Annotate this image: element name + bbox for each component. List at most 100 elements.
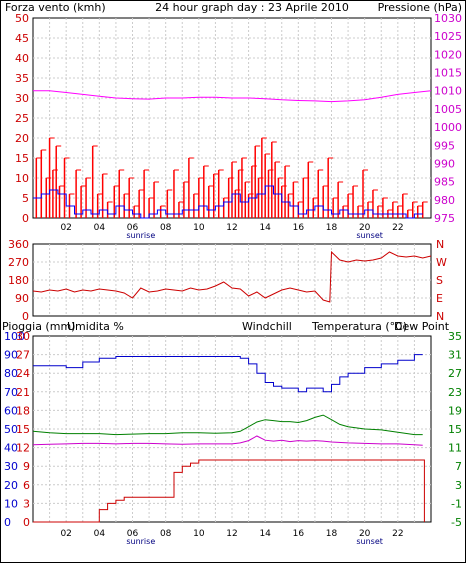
p3-temp-tick: 15	[448, 423, 462, 436]
rain-humidity-temp-panel: 0102030405060708090100036912151821242730…	[4, 330, 462, 546]
p1-right-tick: 980	[434, 194, 455, 207]
p3-humidity-tick: 30	[4, 460, 18, 473]
p3-temp-tick: 23	[448, 386, 462, 399]
p1-left-tick: 15	[15, 152, 29, 165]
p3-x-tick: 02	[60, 529, 71, 539]
rain-line	[33, 459, 425, 523]
p1-x-tick: 10	[193, 223, 205, 233]
p2-left-tick: 90	[15, 292, 29, 305]
p3-x-tick: 20	[359, 529, 371, 539]
p1-x-tick: 04	[94, 223, 106, 233]
p2-left-tick: 0	[22, 310, 29, 323]
p3-temp-tick: 35	[448, 330, 462, 343]
dewpoint-label: Dew Point	[394, 320, 450, 333]
p3-x-tick: 08	[160, 529, 172, 539]
p2-right-tick: N	[436, 310, 444, 323]
windchill-label: Windchill	[242, 320, 292, 333]
p3-sunset-label: sunset	[356, 537, 383, 546]
p1-left-tick: 5	[22, 192, 29, 205]
p3-humidity-tick: 80	[4, 367, 18, 380]
p1-right-tick: 1030	[434, 12, 462, 25]
pressure-line	[33, 90, 432, 103]
p3-temp-tick: 11	[448, 442, 462, 455]
p3-temp-tick: 27	[448, 367, 462, 380]
p3-rain-tick: 27	[16, 349, 30, 362]
humidity-line	[33, 354, 423, 393]
p3-rain-tick: 12	[16, 442, 30, 455]
p3-humidity-tick: 90	[4, 349, 18, 362]
p1-x-tick: 08	[160, 223, 172, 233]
gust-line	[33, 185, 423, 219]
p1-right-tick: 990	[434, 157, 455, 170]
p3-rain-tick: 9	[23, 460, 30, 473]
p3-rain-tick: 24	[16, 367, 30, 380]
p1-right-tick: 1000	[434, 121, 462, 134]
p2-right-tick: E	[436, 292, 443, 305]
p3-humidity-tick: 100	[4, 330, 25, 343]
p3-rain-tick: 18	[16, 404, 30, 417]
p1-x-tick: 20	[359, 223, 371, 233]
p3-x-tick: 10	[193, 529, 205, 539]
chart-title: 24 hour graph day : 23 Aprile 2010	[155, 1, 349, 14]
p3-humidity-tick: 0	[4, 516, 11, 529]
p1-right-tick: 985	[434, 176, 455, 189]
p1-left-tick: 50	[15, 12, 29, 25]
p1-sunrise-label: sunrise	[126, 231, 155, 240]
p1-left-tick: 20	[15, 132, 29, 145]
p3-humidity-tick: 10	[4, 497, 18, 510]
p1-left-tick: 0	[22, 212, 29, 225]
temperature-axis-label: Temperatura (°C)	[311, 320, 407, 333]
dewpoint-line	[32, 435, 423, 446]
p3-rain-tick: 6	[23, 479, 30, 492]
p1-x-tick: 14	[259, 223, 271, 233]
p1-left-tick: 45	[15, 32, 29, 45]
p1-right-tick: 1025	[434, 30, 462, 43]
p1-x-tick: 02	[60, 223, 71, 233]
p3-x-tick: 14	[259, 529, 271, 539]
temperature-line	[32, 414, 423, 436]
humidity-axis-label: Umidita %	[67, 320, 124, 333]
p1-x-tick: 06	[127, 223, 139, 233]
p3-rain-tick: 30	[16, 330, 30, 343]
p3-temp-tick: 7	[455, 460, 462, 473]
p1-right-tick: 995	[434, 139, 455, 152]
p2-left-tick: 180	[8, 274, 29, 287]
p1-left-tick: 10	[15, 172, 29, 185]
p3-humidity-tick: 70	[4, 386, 18, 399]
wind-pressure-panel: 0510152025303540455097598098599099510001…	[15, 12, 462, 240]
p1-left-tick: 30	[15, 92, 29, 105]
p1-x-tick: 16	[293, 223, 305, 233]
p3-humidity-tick: 40	[4, 442, 18, 455]
p3-rain-tick: 21	[16, 386, 30, 399]
p3-rain-tick: 15	[16, 423, 30, 436]
rain-axis-label: Pioggia (mm)	[2, 320, 75, 333]
p1-sunset-label: sunset	[356, 231, 383, 240]
p1-right-tick: 1015	[434, 67, 462, 80]
p1-x-tick: 22	[392, 223, 403, 233]
p3-rain-tick: 3	[23, 497, 30, 510]
p3-rain-tick: 0	[23, 516, 30, 529]
p2-right-tick: W	[436, 256, 447, 269]
p2-left-tick: 270	[8, 256, 29, 269]
p3-x-tick: 22	[392, 529, 403, 539]
wind-axis-label: Forza vento (kmh)	[5, 1, 106, 14]
p2-right-tick: S	[436, 274, 443, 287]
p1-right-tick: 1010	[434, 85, 462, 98]
p3-temp-tick: 19	[448, 404, 462, 417]
p3-temp-tick: 3	[455, 479, 462, 492]
p3-sunrise-label: sunrise	[126, 537, 155, 546]
wind-direction-line	[32, 250, 432, 303]
p3-humidity-tick: 60	[4, 404, 18, 417]
p3-x-tick: 12	[226, 529, 237, 539]
p1-left-tick: 25	[15, 112, 29, 125]
p3-x-tick: 16	[293, 529, 305, 539]
p2-left-tick: 360	[8, 238, 29, 251]
p3-temp-tick: -5	[451, 516, 462, 529]
p1-left-tick: 35	[15, 72, 29, 85]
p3-humidity-tick: 50	[4, 423, 18, 436]
p3-temp-tick: -1	[451, 497, 462, 510]
p1-right-tick: 1020	[434, 48, 462, 61]
p1-left-tick: 40	[15, 52, 29, 65]
